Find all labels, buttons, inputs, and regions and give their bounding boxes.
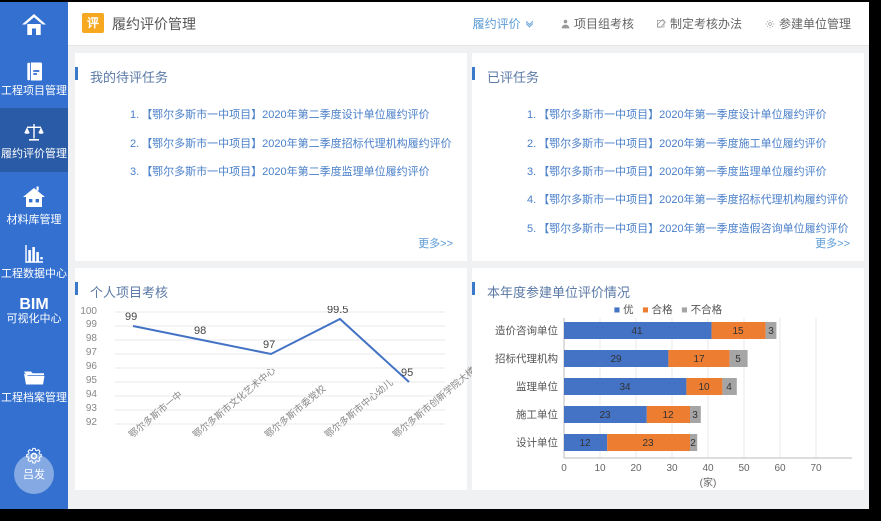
svg-text:20: 20 bbox=[630, 463, 642, 474]
svg-text:12: 12 bbox=[579, 438, 591, 449]
svg-text:41: 41 bbox=[631, 326, 643, 337]
svg-text:招标代理机构: 招标代理机构 bbox=[495, 352, 558, 365]
svg-text:施工单位: 施工单位 bbox=[516, 408, 558, 421]
svg-text:40: 40 bbox=[702, 463, 714, 474]
svg-text:监理单位: 监理单位 bbox=[516, 380, 558, 393]
svg-text:15: 15 bbox=[732, 326, 744, 337]
svg-text:23: 23 bbox=[599, 410, 611, 421]
svg-text:97: 97 bbox=[263, 339, 275, 351]
svg-text:60: 60 bbox=[774, 463, 786, 474]
svg-text:设计单位: 设计单位 bbox=[516, 436, 558, 449]
svg-text:23: 23 bbox=[642, 438, 654, 449]
svg-text:2: 2 bbox=[690, 438, 696, 449]
svg-text:50: 50 bbox=[738, 463, 750, 474]
svg-text:30: 30 bbox=[666, 463, 678, 474]
svg-text:29: 29 bbox=[610, 354, 622, 365]
svg-text:95: 95 bbox=[401, 367, 413, 379]
svg-text:99: 99 bbox=[125, 311, 137, 323]
svg-text:4: 4 bbox=[726, 382, 732, 393]
svg-text:70: 70 bbox=[810, 463, 822, 474]
svg-text:0: 0 bbox=[561, 463, 567, 474]
svg-text:5: 5 bbox=[735, 354, 741, 365]
svg-text:造价咨询单位: 造价咨询单位 bbox=[495, 324, 558, 337]
svg-text:(家): (家) bbox=[700, 476, 717, 489]
svg-text:10: 10 bbox=[698, 382, 710, 393]
svg-text:3: 3 bbox=[692, 410, 698, 421]
svg-text:12: 12 bbox=[662, 410, 674, 421]
svg-text:17: 17 bbox=[693, 354, 705, 365]
svg-text:10: 10 bbox=[594, 463, 606, 474]
svg-text:3: 3 bbox=[768, 326, 774, 337]
svg-text:34: 34 bbox=[619, 382, 631, 393]
svg-text:99.5: 99.5 bbox=[327, 306, 348, 316]
svg-text:98: 98 bbox=[194, 325, 206, 337]
